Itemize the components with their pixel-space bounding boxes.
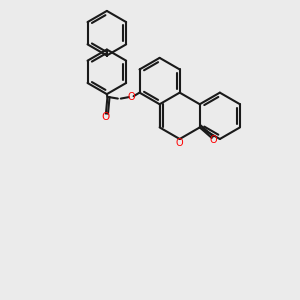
Text: O: O: [128, 92, 135, 102]
Text: O: O: [209, 135, 217, 145]
Text: O: O: [176, 138, 184, 148]
Text: O: O: [102, 112, 110, 122]
